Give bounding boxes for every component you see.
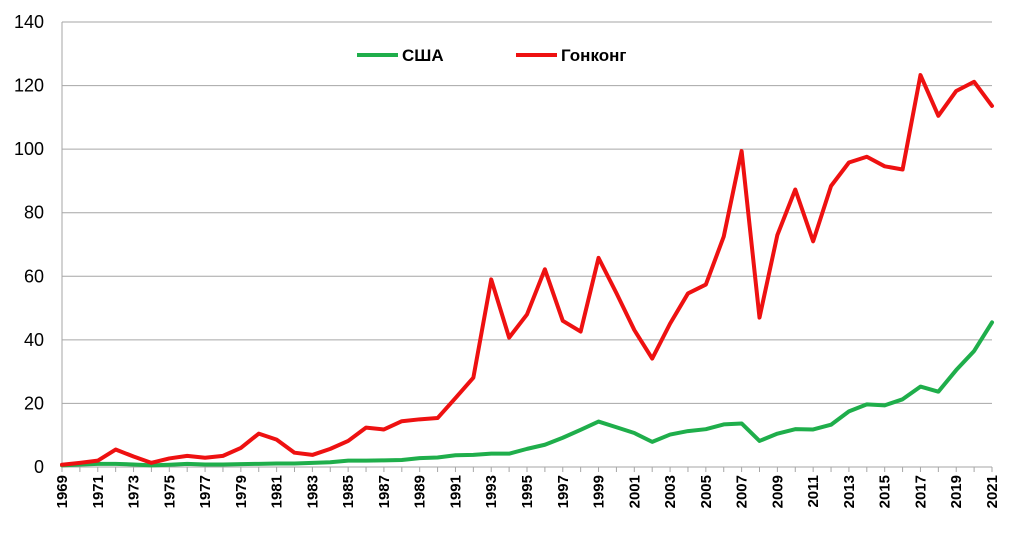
- x-tick-label: 2017: [912, 475, 929, 508]
- y-tick-label: 120: [14, 76, 44, 96]
- x-tick-label: 1985: [340, 475, 357, 508]
- x-tick-label: 2003: [662, 475, 679, 508]
- x-tick-label: 2001: [626, 475, 643, 508]
- x-tick-label: 1983: [304, 475, 321, 508]
- y-tick-label: 0: [34, 457, 44, 477]
- x-tick-label: 2013: [841, 475, 858, 508]
- y-axis-tick-labels: 0 20 40 60 80 100 120 140: [14, 12, 44, 477]
- y-tick-label: 20: [24, 393, 44, 413]
- axes: [61, 22, 993, 472]
- series-line-usa: [60, 320, 994, 468]
- x-tick-label: 1969: [54, 475, 71, 508]
- x-tick-label: 1973: [126, 475, 143, 508]
- x-tick-label: 2009: [769, 475, 786, 508]
- y-tick-label: 40: [24, 330, 44, 350]
- series-lines: [60, 73, 994, 468]
- y-tick-label: 140: [14, 12, 44, 32]
- x-tick-label: 1993: [483, 475, 500, 508]
- legend-label-hong-kong: Гонконг: [561, 46, 626, 65]
- x-tick-label: 1977: [197, 475, 214, 508]
- x-tick-label: 1987: [376, 475, 393, 508]
- x-tick-label: 1997: [555, 475, 572, 508]
- y-tick-label: 80: [24, 203, 44, 223]
- x-tick-label: 1975: [161, 475, 178, 508]
- y-tick-label: 100: [14, 139, 44, 159]
- x-tick-label: 2021: [984, 475, 1001, 508]
- x-tick-label: 2005: [698, 475, 715, 508]
- x-tick-label: 1989: [412, 475, 429, 508]
- gridlines: [62, 21, 992, 404]
- x-tick-label: 2015: [877, 475, 894, 508]
- x-tick-label: 1999: [591, 475, 608, 508]
- x-tick-label: 1971: [90, 475, 107, 508]
- x-tick-label: 1981: [269, 475, 286, 508]
- legend: США Гонконг: [357, 46, 626, 65]
- x-tick-label: 2007: [734, 475, 751, 508]
- x-axis-tick-labels: 1969 1971 1973 1975 1977 1979 1981 1983 1985 1987…: [54, 475, 1001, 508]
- x-tick-label: 1995: [519, 475, 536, 508]
- x-tick-label: 1979: [233, 475, 250, 508]
- x-tick-label: 2019: [948, 475, 965, 508]
- x-tick-label: 2011: [805, 475, 822, 508]
- y-tick-label: 60: [24, 266, 44, 286]
- x-tick-label: 1991: [447, 475, 464, 508]
- series-line-hong-kong: [60, 73, 994, 467]
- legend-label-usa: США: [402, 46, 444, 65]
